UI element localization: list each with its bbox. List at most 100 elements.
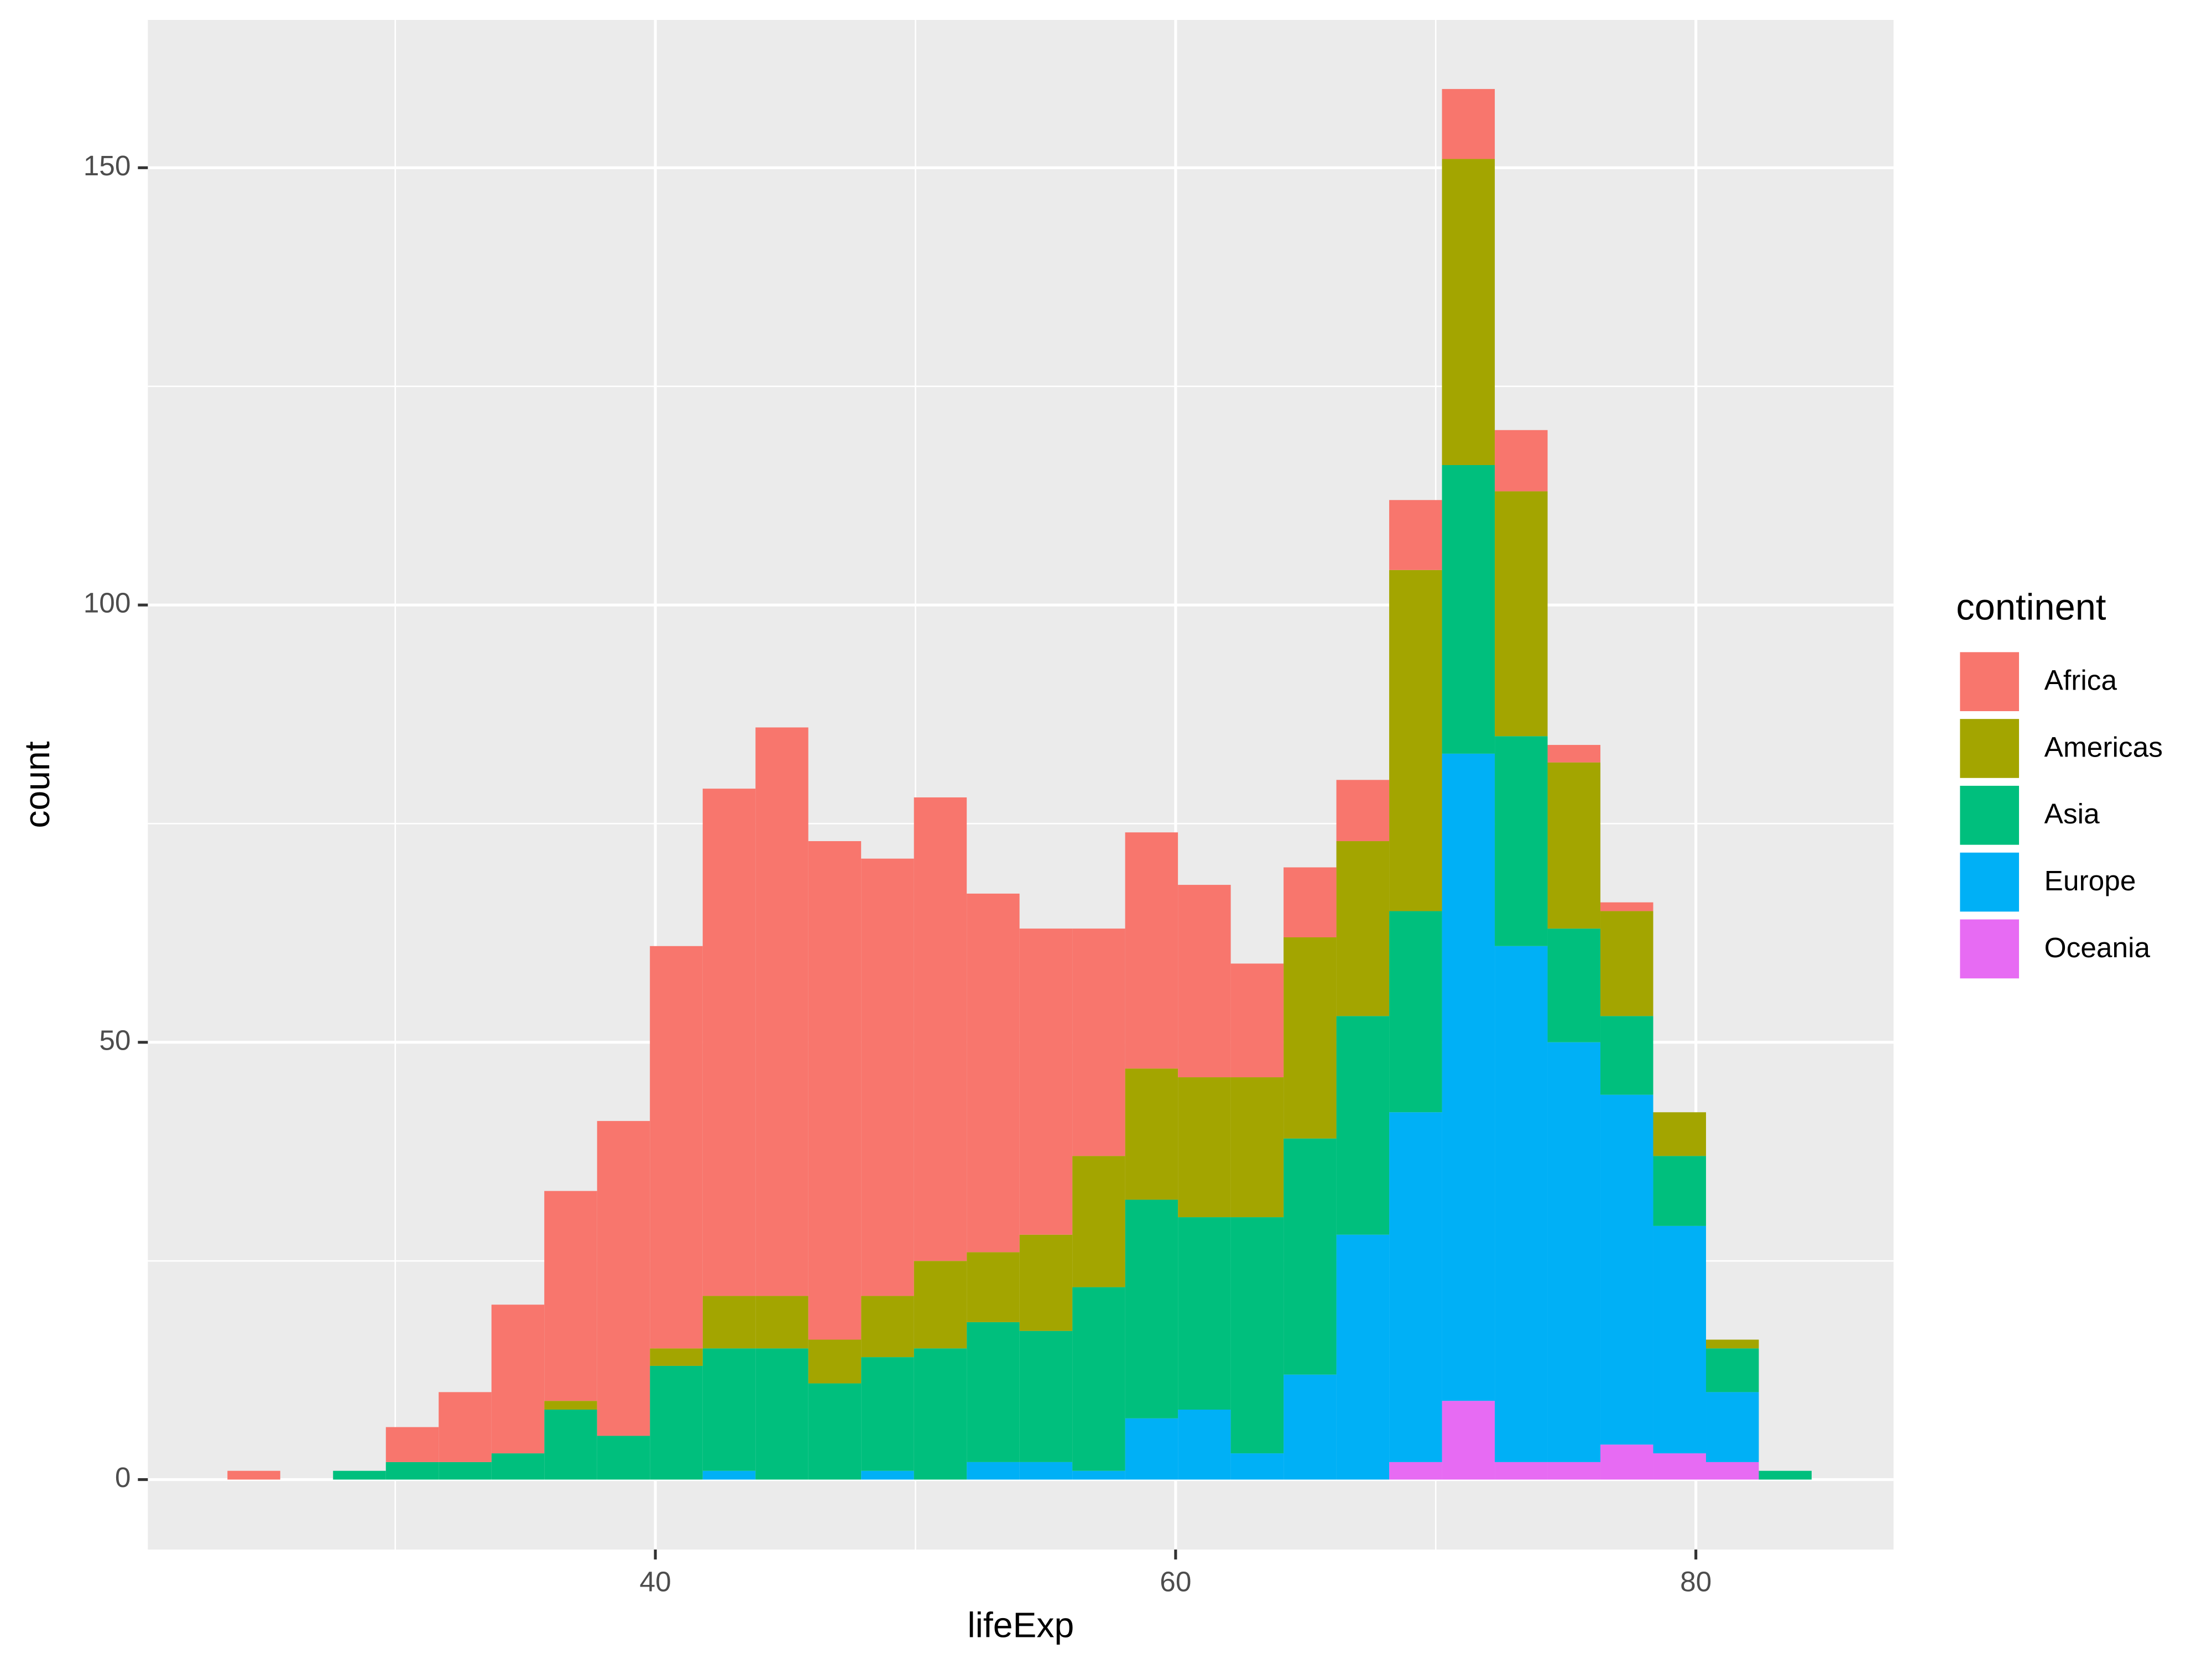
- bar-segment: [491, 1453, 545, 1480]
- bar-segment: [1442, 1401, 1495, 1480]
- bar-segment: [702, 1470, 756, 1480]
- bar-segment: [1178, 885, 1231, 1078]
- bar-segment: [808, 841, 862, 1340]
- bar-segment: [1600, 1016, 1653, 1095]
- bar-segment: [967, 1322, 1020, 1462]
- bar-segment: [861, 1357, 914, 1471]
- legend-key: [1958, 784, 2021, 847]
- x-tick-label: 40: [639, 1565, 671, 1597]
- bar-segment: [808, 1383, 862, 1480]
- bar-segment: [808, 1339, 862, 1384]
- bar-segment: [1125, 1418, 1178, 1480]
- bar-segment: [914, 797, 967, 1261]
- bar-segment: [1706, 1339, 1759, 1349]
- bar-segment: [702, 1296, 756, 1349]
- bar-segment: [1653, 1112, 1707, 1156]
- bar-segment: [1019, 1234, 1073, 1331]
- bar-segment: [1336, 780, 1390, 842]
- bar-segment: [1495, 736, 1548, 946]
- bar-segment: [650, 946, 703, 1349]
- bar-segment: [1284, 1138, 1337, 1375]
- bar-segment: [1547, 928, 1601, 1042]
- bar-segment: [544, 1191, 597, 1401]
- bar-segment: [967, 1252, 1020, 1322]
- bar-segment: [1125, 832, 1178, 1069]
- legend-label: Europe: [2044, 864, 2136, 896]
- legend-key: [1958, 850, 2021, 914]
- bar-segment: [1653, 1156, 1707, 1226]
- bar-segment: [1336, 841, 1390, 1016]
- legend-key: [1958, 650, 2021, 713]
- legend-label: Africa: [2044, 664, 2117, 696]
- bar-segment: [914, 1348, 967, 1480]
- bar-segment: [1389, 570, 1442, 911]
- bar-segment: [1178, 1077, 1231, 1218]
- bar-segment: [597, 1121, 650, 1436]
- bar-segment: [1547, 745, 1601, 763]
- bar-segment: [1336, 1016, 1390, 1235]
- bar-segment: [1495, 1462, 1548, 1480]
- y-tick-label: 50: [99, 1024, 131, 1056]
- legend-key: [1958, 717, 2021, 780]
- bar-segment: [1389, 1112, 1442, 1462]
- y-tick-label: 150: [84, 149, 131, 181]
- bar-segment: [650, 1365, 703, 1480]
- bar-segment: [1706, 1462, 1759, 1480]
- bar-segment: [755, 727, 808, 1296]
- bar-segment: [702, 789, 756, 1296]
- bar-segment: [861, 1470, 914, 1480]
- bar-segment: [1653, 1453, 1707, 1480]
- bar-segment: [544, 1410, 597, 1480]
- bar-segment: [1495, 491, 1548, 737]
- bar-segment: [861, 858, 914, 1296]
- bar-segment: [755, 1348, 808, 1480]
- legend-key: [1958, 917, 2021, 981]
- bar-segment: [1600, 902, 1653, 911]
- bar-segment: [333, 1470, 386, 1480]
- bar-segment: [1230, 963, 1284, 1078]
- bar-segment: [439, 1392, 492, 1462]
- bar-segment: [544, 1401, 597, 1410]
- bar-segment: [1178, 1217, 1231, 1410]
- bar-segment: [1547, 762, 1601, 929]
- y-tick-label: 100: [84, 587, 131, 619]
- bar-segment: [1547, 1042, 1601, 1462]
- bar-segment: [1600, 1444, 1653, 1480]
- legend-label: Asia: [2044, 797, 2100, 830]
- bar-segment: [914, 1261, 967, 1349]
- bar-segment: [1547, 1462, 1601, 1480]
- y-tick-label: 0: [115, 1461, 131, 1493]
- bar-segment: [1442, 159, 1495, 465]
- legend-label: Oceania: [2044, 931, 2151, 963]
- bar-segment: [439, 1462, 492, 1480]
- bar-segment: [1019, 1462, 1073, 1480]
- bar-segment: [1284, 937, 1337, 1139]
- bar-segment: [1389, 1462, 1442, 1480]
- y-axis-title: count: [17, 741, 57, 828]
- bar-segment: [1230, 1217, 1284, 1454]
- bar-segment: [1019, 928, 1073, 1235]
- x-tick-label: 60: [1160, 1565, 1191, 1597]
- bar-segment: [967, 893, 1020, 1253]
- bar-segment: [1230, 1453, 1284, 1480]
- bar-segment: [967, 1462, 1020, 1480]
- bar-segment: [1389, 911, 1442, 1113]
- bar-segment: [1600, 911, 1653, 1016]
- bar-segment: [1706, 1392, 1759, 1462]
- bar-segment: [1389, 500, 1442, 570]
- x-tick-label: 80: [1680, 1565, 1712, 1597]
- bar-segment: [491, 1305, 545, 1454]
- bar-segment: [702, 1348, 756, 1471]
- bar-segment: [1706, 1348, 1759, 1392]
- bar-segment: [1125, 1068, 1178, 1200]
- x-axis-title: lifeExp: [967, 1605, 1074, 1645]
- bar-segment: [1284, 1374, 1337, 1480]
- bar-segment: [755, 1296, 808, 1349]
- bar-segment: [1072, 928, 1125, 1156]
- bar-segment: [1125, 1199, 1178, 1418]
- bar-segment: [1442, 88, 1495, 159]
- bar-segment: [1284, 867, 1337, 937]
- bar-segment: [1072, 1287, 1125, 1471]
- bar-segment: [1759, 1470, 1812, 1480]
- bar-segment: [1442, 465, 1495, 754]
